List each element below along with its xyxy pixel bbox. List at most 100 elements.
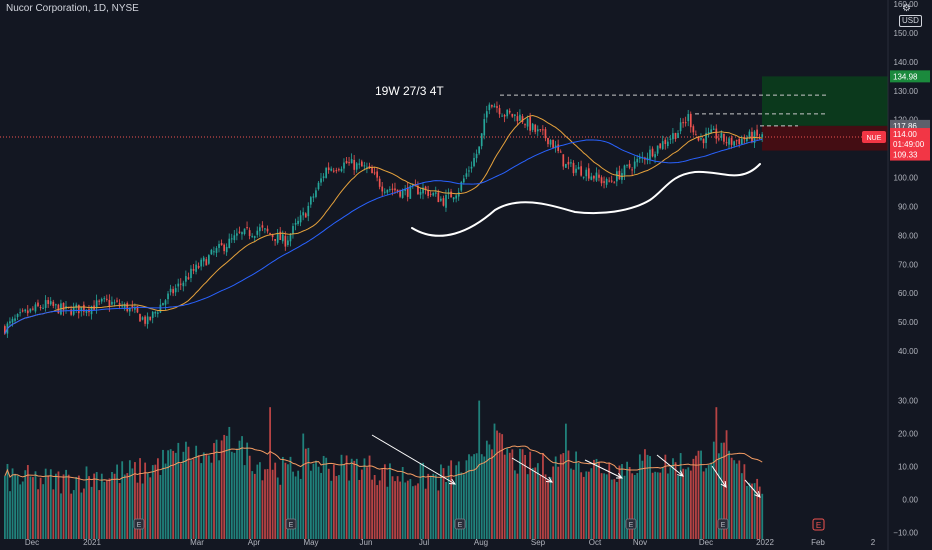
candle [315, 190, 317, 197]
target-zone [762, 76, 888, 126]
candle [473, 157, 475, 167]
volume-bar [9, 491, 11, 539]
volume-bar [210, 462, 213, 539]
volume-bar [302, 433, 305, 539]
volume-bar [218, 460, 220, 539]
candle [47, 300, 50, 304]
candle [593, 175, 595, 179]
candle [340, 168, 343, 172]
volume-bar [287, 464, 289, 539]
candle [656, 145, 659, 154]
candle [279, 231, 282, 240]
candle [605, 178, 608, 185]
volume-bar [417, 483, 419, 539]
volume-bar [401, 466, 404, 539]
volume-bar [335, 476, 338, 539]
volume-bar [554, 456, 557, 539]
candle [144, 316, 146, 324]
volume-bar [243, 465, 246, 539]
candle [177, 283, 180, 287]
volume-bar [381, 468, 384, 539]
candle [149, 316, 152, 320]
volume-bar [332, 464, 335, 539]
candle [141, 317, 144, 320]
volume-bar [312, 463, 315, 539]
candle [332, 170, 335, 172]
candle [585, 169, 588, 177]
volume-bar [679, 453, 682, 539]
volume-bar [93, 473, 96, 539]
candle [190, 268, 192, 278]
candle [223, 244, 225, 252]
volume-bar [440, 464, 442, 539]
candle [139, 314, 141, 322]
volume-bar [626, 461, 628, 539]
candle [220, 242, 223, 246]
volume-bar [618, 465, 621, 539]
candle [672, 133, 674, 140]
volume-bar [141, 483, 144, 539]
time-tick-label: 2 [871, 538, 876, 547]
candle [251, 235, 254, 237]
candle [700, 138, 702, 140]
volume-bar [661, 467, 664, 539]
candle [603, 181, 605, 183]
time-tick-label: Sep [531, 538, 546, 547]
earnings-marker-label: E [289, 522, 294, 529]
candle [728, 138, 730, 145]
volume-bar [570, 468, 572, 539]
candle [633, 161, 636, 169]
candle [577, 166, 580, 170]
candle [659, 143, 662, 149]
time-tick-label: 2022 [756, 538, 774, 547]
future-earnings-marker [812, 518, 825, 531]
candle [501, 115, 503, 117]
volume-bar [26, 465, 29, 539]
volume-bar [746, 485, 748, 539]
volume-bar [753, 483, 756, 539]
volume-bar [386, 486, 389, 539]
volume-bar [39, 477, 42, 539]
volume-bar [19, 484, 22, 539]
volume-tick-label: 0.00 [902, 495, 918, 504]
volume-bar [106, 479, 108, 539]
volume-bar [442, 468, 445, 539]
candle [159, 304, 162, 313]
candle [42, 307, 44, 309]
volume-bar [404, 482, 407, 539]
volume-bar [455, 465, 458, 539]
price-tick-label: 100.00 [894, 174, 919, 183]
candle [712, 128, 715, 130]
volume-bar [190, 460, 192, 539]
candle [292, 226, 294, 234]
volume-bar [192, 458, 195, 539]
volume-bar [62, 474, 65, 539]
candle [610, 180, 613, 182]
volume-bar [631, 473, 634, 539]
candle [429, 193, 432, 195]
volume-bar [516, 473, 519, 539]
volume-bar [230, 451, 233, 539]
volume-bar [654, 471, 657, 539]
currency-badge[interactable]: USD [899, 15, 922, 27]
volume-bar [236, 448, 238, 539]
volume-bar [70, 493, 73, 539]
gear-icon[interactable]: ⚙ [902, 3, 911, 14]
candle [638, 157, 641, 159]
candle [317, 182, 320, 190]
candle [299, 215, 302, 223]
candle [55, 304, 57, 306]
volume-bar [164, 463, 167, 539]
candle [32, 308, 34, 310]
volume-bar [595, 458, 598, 539]
candle [412, 184, 414, 186]
volume-bar [406, 480, 409, 539]
candle [233, 235, 236, 241]
candle [100, 298, 103, 302]
candle [289, 234, 292, 242]
volume-bar [608, 462, 611, 539]
candle [600, 177, 603, 184]
candle [735, 140, 738, 142]
volume-bar [702, 471, 705, 539]
